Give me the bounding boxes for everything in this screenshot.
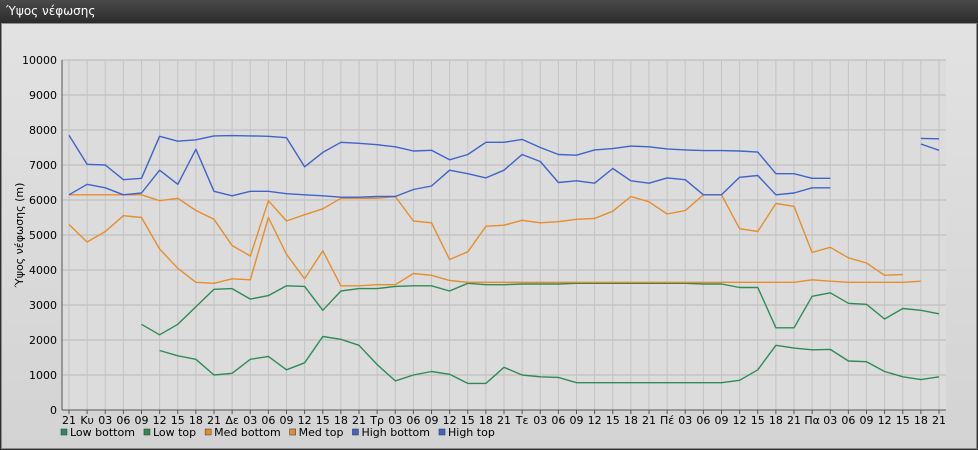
series-lines <box>68 134 940 385</box>
x-tick-label: 03 <box>388 414 402 427</box>
legend-label: High top <box>448 426 495 439</box>
y-tick-label: 2000 <box>29 334 57 347</box>
x-tick-label: 18 <box>914 414 928 427</box>
x-tick-label: 06 <box>841 414 855 427</box>
x-tick-label: Δε <box>225 414 239 427</box>
x-tick-label: 15 <box>171 414 185 427</box>
x-tick-label: 09 <box>425 414 439 427</box>
series-line-high-top <box>68 134 831 181</box>
x-tick-label: 21 <box>207 414 221 427</box>
x-tick-label: 06 <box>696 414 710 427</box>
x-tick-label: 21 <box>642 414 656 427</box>
x-tick-label: 18 <box>624 414 638 427</box>
x-tick-label: 21 <box>352 414 366 427</box>
x-tick-label: 18 <box>334 414 348 427</box>
x-tick-label: 03 <box>533 414 547 427</box>
grid <box>62 59 946 414</box>
x-tick-label: 21 <box>497 414 511 427</box>
x-tick-label: 18 <box>769 414 783 427</box>
x-tick-label: 21 <box>787 414 801 427</box>
legend-label: Med bottom <box>214 426 281 439</box>
series-line-low-top <box>141 282 940 336</box>
x-tick-labels: 21 Κυ 03 06 09 12 15 18 21 Δε 03 06 09 12 15 18 21 Τρ 03 06… <box>62 414 946 427</box>
x-tick-label: 15 <box>461 414 475 427</box>
y-tick-label: 5000 <box>29 229 57 242</box>
x-tick-label: 12 <box>733 414 747 427</box>
x-tick-label: Πα <box>804 414 820 427</box>
y-tick-label: 0 <box>50 404 57 417</box>
legend-swatch <box>204 428 212 436</box>
x-tick-label: 18 <box>479 414 493 427</box>
x-tick-label: 09 <box>135 414 149 427</box>
x-tick-label: 15 <box>751 414 765 427</box>
y-tick-label: 7000 <box>29 159 57 172</box>
x-tick-label: 15 <box>316 414 330 427</box>
series-line-low-bottom <box>159 335 940 385</box>
x-tick-label: 12 <box>443 414 457 427</box>
y-tick-label: 9000 <box>29 89 57 102</box>
legend-swatch <box>352 428 359 436</box>
y-axis-label: Ύψος νέφωσης (m) <box>13 183 26 289</box>
legend-label: Low bottom <box>70 426 135 439</box>
x-tick-label: 09 <box>860 414 874 427</box>
x-tick-label: 15 <box>896 414 910 427</box>
x-tick-label: 03 <box>823 414 837 427</box>
x-tick-label: 12 <box>298 414 312 427</box>
series-line-high-bottom <box>68 148 831 198</box>
series-line-med-bottom <box>68 214 921 287</box>
x-tick-label: Πέ <box>660 414 674 427</box>
x-tick-label: Τρ <box>369 414 384 427</box>
x-tick-label: 03 <box>243 414 257 427</box>
y-tick-label: 10000 <box>22 54 57 67</box>
x-tick-label: 06 <box>261 414 275 427</box>
x-tick-label: 21 <box>932 414 946 427</box>
x-tick-label: 09 <box>280 414 294 427</box>
x-tick-label: 09 <box>570 414 584 427</box>
legend-swatch <box>289 428 296 436</box>
y-tick-label: 4000 <box>29 264 57 277</box>
legend-label: Med top <box>299 426 344 439</box>
window-title: Ύψος νέφωσης <box>0 0 978 23</box>
x-tick-label: 15 <box>606 414 620 427</box>
x-tick-label: 06 <box>551 414 565 427</box>
legend-label: High bottom <box>361 426 430 439</box>
x-tick-label: 18 <box>189 414 203 427</box>
series-line-med-top <box>69 194 903 276</box>
y-tick-label: 6000 <box>29 194 57 207</box>
series-line-high-bottom <box>920 143 940 151</box>
x-tick-label: 12 <box>153 414 167 427</box>
x-tick-label: 06 <box>406 414 420 427</box>
axes <box>61 60 946 411</box>
legend-label: Low top <box>153 426 196 439</box>
x-tick-label: 03 <box>678 414 692 427</box>
y-tick-label: 1000 <box>29 369 57 382</box>
legend-swatch <box>60 428 68 436</box>
x-tick-label: 12 <box>588 414 602 427</box>
x-tick-label: 12 <box>878 414 892 427</box>
y-tick-labels: 0 1000 2000 3000 4000 5000 6000 7000 8000 9000 100… <box>22 54 57 417</box>
x-tick-label: 06 <box>116 414 130 427</box>
y-tick-label: 8000 <box>29 124 57 137</box>
x-tick-label: 21 <box>62 414 76 427</box>
legend-swatch <box>143 428 151 436</box>
x-tick-label: 03 <box>98 414 112 427</box>
y-tick-label: 3000 <box>29 299 57 312</box>
legend-swatch <box>438 428 446 436</box>
x-tick-label: Κυ <box>80 414 94 427</box>
legend: Low bottom Low top Med bottom Med top High b… <box>60 426 495 439</box>
x-tick-label: 09 <box>715 414 729 427</box>
x-tick-label: Τε <box>515 414 529 427</box>
